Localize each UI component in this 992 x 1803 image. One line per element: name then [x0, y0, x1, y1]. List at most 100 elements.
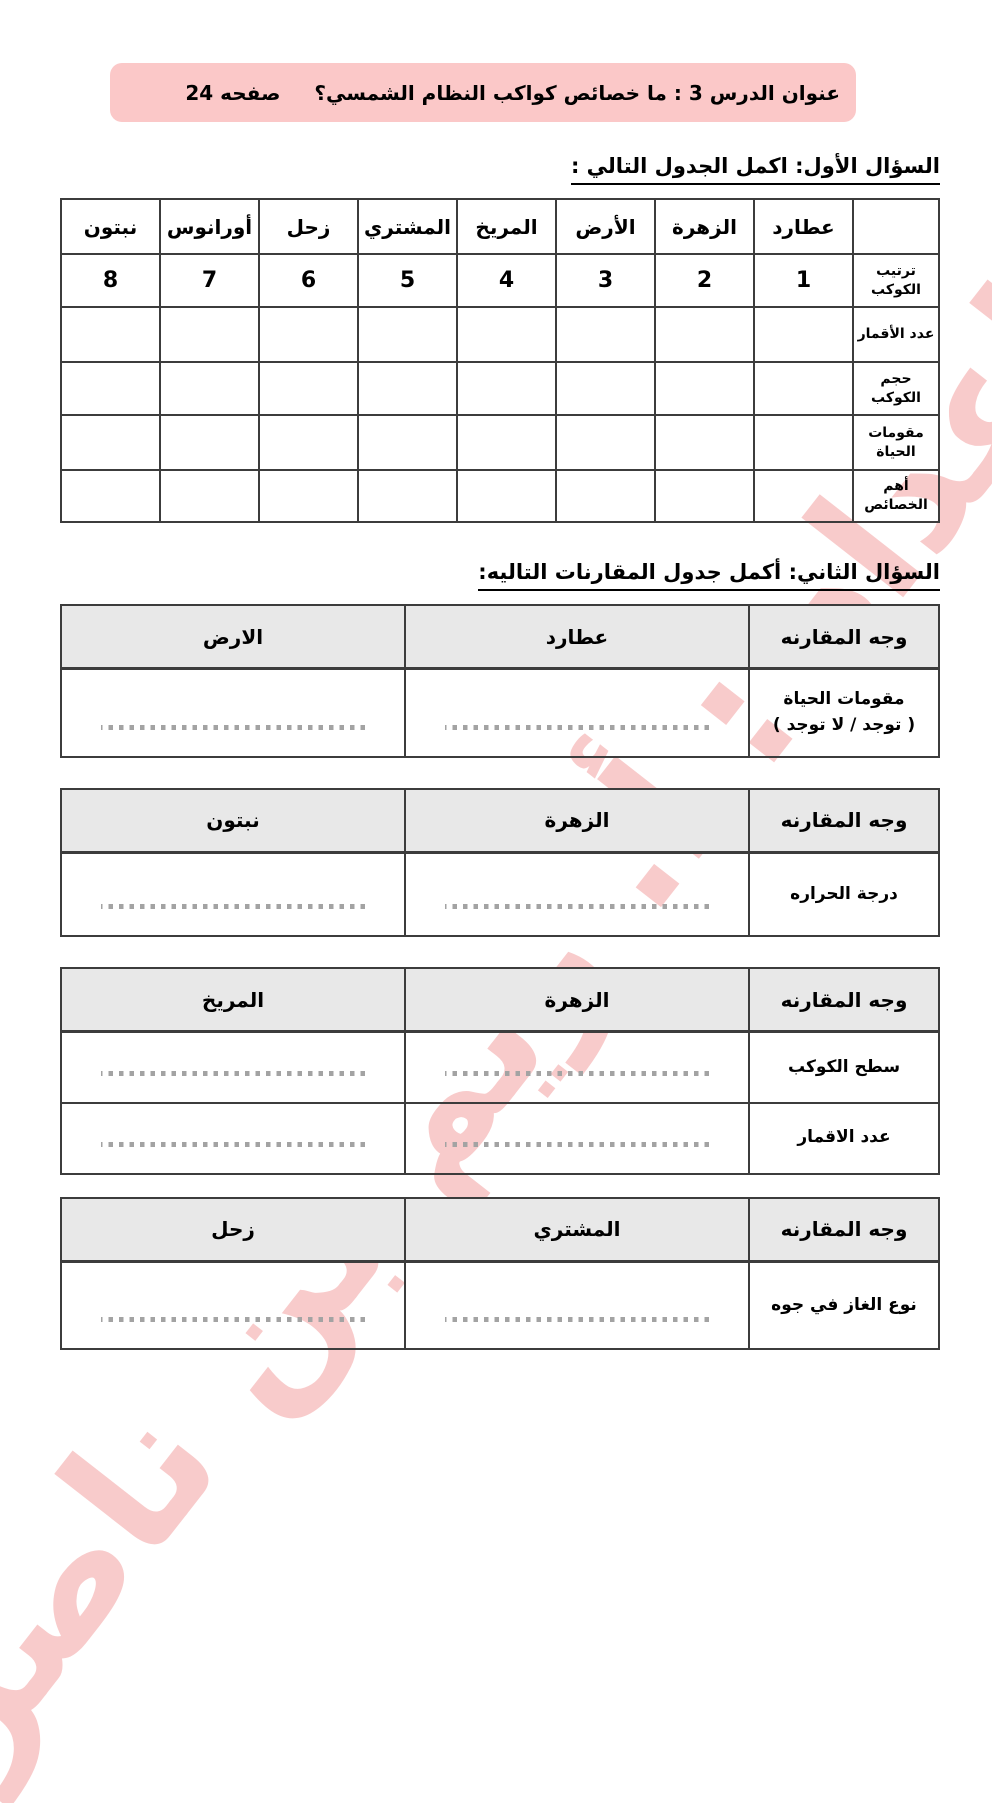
- empty-answer-cell: [654, 414, 755, 471]
- empty-answer-cell: [258, 306, 359, 363]
- planet-header-cell: عطارد: [753, 198, 854, 255]
- empty-answer-cell: [258, 414, 359, 471]
- empty-answer-cell: [753, 414, 854, 471]
- planet-header-cell: نبتون: [60, 787, 406, 854]
- page-number-label: صفحه 24: [185, 80, 281, 105]
- row-label-cell: مقومات الحياة: [852, 414, 940, 471]
- empty-answer-cell: [555, 361, 656, 416]
- planet-header-cell: الارض: [60, 604, 406, 670]
- planet-header-cell: نبتون: [60, 198, 161, 255]
- answer-dotted-line: [445, 1070, 709, 1076]
- main-characteristics-row: أهم الخصائص: [60, 469, 940, 523]
- order-value-cell: 8: [60, 253, 161, 308]
- criterion-header-cell: وجه المقارنه: [748, 1196, 940, 1263]
- planet-header-cell: الزهرة: [404, 787, 750, 854]
- answer-dotted-line: [101, 904, 365, 909]
- answer-cell: [404, 851, 750, 937]
- order-value-cell: 2: [654, 253, 755, 308]
- order-value-cell: 7: [159, 253, 260, 308]
- empty-answer-cell: [159, 469, 260, 523]
- order-value-cell: 1: [753, 253, 854, 308]
- life-requirements-row: مقومات الحياة: [60, 414, 940, 471]
- answer-cell: [60, 667, 406, 758]
- lesson-title-banner: عنوان الدرس 3 : ما خصائص كواكب النظام ال…: [110, 63, 856, 122]
- answer-dotted-line: [445, 724, 709, 730]
- empty-answer-cell: [159, 306, 260, 363]
- row-label-cell: أهم الخصائص: [852, 469, 940, 523]
- worksheet-page: عنوان الدرس 3 : ما خصائص كواكب النظام ال…: [0, 63, 992, 1350]
- criterion-label-cell: عدد الاقمار: [748, 1101, 940, 1175]
- empty-answer-cell: [753, 469, 854, 523]
- order-value-cell: 4: [456, 253, 557, 308]
- comparison-table-temperature: وجه المقارنه الزهرة نبتون درجة الحراره: [60, 787, 940, 937]
- empty-answer-cell: [456, 414, 557, 471]
- empty-answer-cell: [456, 361, 557, 416]
- order-value-cell: 5: [357, 253, 458, 308]
- planet-header-cell: الزهرة: [654, 198, 755, 255]
- question1-heading: السؤال الأول: اكمل الجدول التالي :: [0, 154, 940, 185]
- corner-cell: [852, 198, 940, 255]
- comparison-table-surface-moons: وجه المقارنه الزهرة المريخ سطح الكوكب عد…: [60, 967, 940, 1175]
- planet-names-row: عطارد الزهرة الأرض المريخ المشتري زحل أو…: [60, 198, 940, 255]
- question2-heading: السؤال الثاني: أكمل جدول المقارنات التال…: [0, 560, 940, 591]
- planet-header-cell: المريخ: [60, 967, 406, 1033]
- answer-cell: [60, 851, 406, 937]
- empty-answer-cell: [159, 414, 260, 471]
- empty-answer-cell: [60, 306, 161, 363]
- answer-cell: [60, 1101, 406, 1175]
- answer-dotted-line: [101, 1141, 365, 1147]
- criterion-label-cell: درجة الحراره: [748, 851, 940, 937]
- answer-dotted-line: [445, 1141, 709, 1147]
- empty-answer-cell: [357, 414, 458, 471]
- empty-answer-cell: [258, 469, 359, 523]
- answer-dotted-line: [445, 1317, 709, 1322]
- planet-header-cell: عطارد: [404, 604, 750, 670]
- planet-header-cell: زحل: [258, 198, 359, 255]
- criterion-label-cell: مقومات الحياة ( توجد / لا توجد ): [748, 667, 940, 758]
- answer-cell: [60, 1260, 406, 1350]
- moons-count-row: عدد الأقمار: [60, 306, 940, 363]
- empty-answer-cell: [60, 414, 161, 471]
- answer-cell: [404, 1101, 750, 1175]
- answer-dotted-line: [445, 904, 709, 909]
- empty-answer-cell: [654, 469, 755, 523]
- row-label-cell: عدد الأقمار: [852, 306, 940, 363]
- empty-answer-cell: [60, 361, 161, 416]
- criterion-label-cell: سطح الكوكب: [748, 1030, 940, 1104]
- criterion-label-cell: نوع الغاز في جوه: [748, 1260, 940, 1350]
- empty-answer-cell: [456, 469, 557, 523]
- planet-header-cell: زحل: [60, 1196, 406, 1263]
- planet-header-cell: أورانوس: [159, 198, 260, 255]
- planet-header-cell: الأرض: [555, 198, 656, 255]
- order-value-cell: 6: [258, 253, 359, 308]
- criterion-header-cell: وجه المقارنه: [748, 967, 940, 1033]
- empty-answer-cell: [555, 414, 656, 471]
- planet-header-cell: المشتري: [357, 198, 458, 255]
- empty-answer-cell: [753, 361, 854, 416]
- empty-answer-cell: [159, 361, 260, 416]
- lesson-title: عنوان الدرس 3 : ما خصائص كواكب النظام ال…: [314, 80, 840, 105]
- answer-dotted-line: [101, 724, 365, 730]
- answer-cell: [404, 1030, 750, 1104]
- planet-header-cell: المريخ: [456, 198, 557, 255]
- empty-answer-cell: [357, 361, 458, 416]
- order-value-cell: 3: [555, 253, 656, 308]
- row-label-cell: ترتيب الكوكب: [852, 253, 940, 308]
- planet-header-cell: الزهرة: [404, 967, 750, 1033]
- criterion-header-cell: وجه المقارنه: [748, 787, 940, 854]
- planet-order-row: ترتيب الكوكب 1 2 3 4 5 6 7 8: [60, 253, 940, 308]
- empty-answer-cell: [357, 306, 458, 363]
- empty-answer-cell: [258, 361, 359, 416]
- answer-cell: [60, 1030, 406, 1104]
- criterion-header-cell: وجه المقارنه: [748, 604, 940, 670]
- empty-answer-cell: [456, 306, 557, 363]
- planets-table: عطارد الزهرة الأرض المريخ المشتري زحل أو…: [60, 198, 940, 523]
- empty-answer-cell: [753, 306, 854, 363]
- empty-answer-cell: [555, 469, 656, 523]
- row-label-cell: حجم الكوكب: [852, 361, 940, 416]
- empty-answer-cell: [60, 469, 161, 523]
- comparison-table-life: وجه المقارنه عطارد الارض مقومات الحياة (…: [60, 604, 940, 758]
- answer-cell: [404, 667, 750, 758]
- empty-answer-cell: [357, 469, 458, 523]
- empty-answer-cell: [555, 306, 656, 363]
